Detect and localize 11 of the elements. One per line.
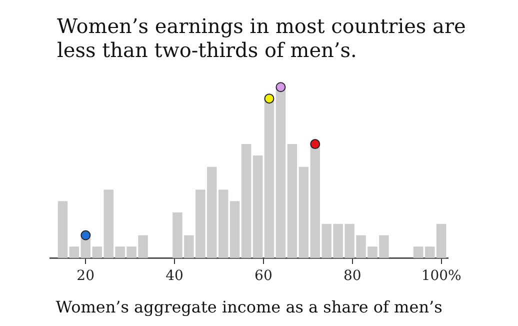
point [310, 139, 320, 150]
x-tick-label: 20 [76, 268, 94, 284]
point [276, 82, 286, 92]
x-tick-label: 80 [343, 268, 362, 284]
x-tick-label: 40 [166, 268, 184, 284]
x-axis-title: Women’s aggregate income as a share of men’s [56, 298, 442, 317]
x-tick-label: 60 [254, 268, 272, 284]
x-tick-label: 100% [421, 268, 462, 284]
chart-title: Women’s earnings in most countries are less than two-thirds of men’s. [57, 14, 467, 62]
point [264, 94, 274, 104]
point [80, 230, 91, 240]
